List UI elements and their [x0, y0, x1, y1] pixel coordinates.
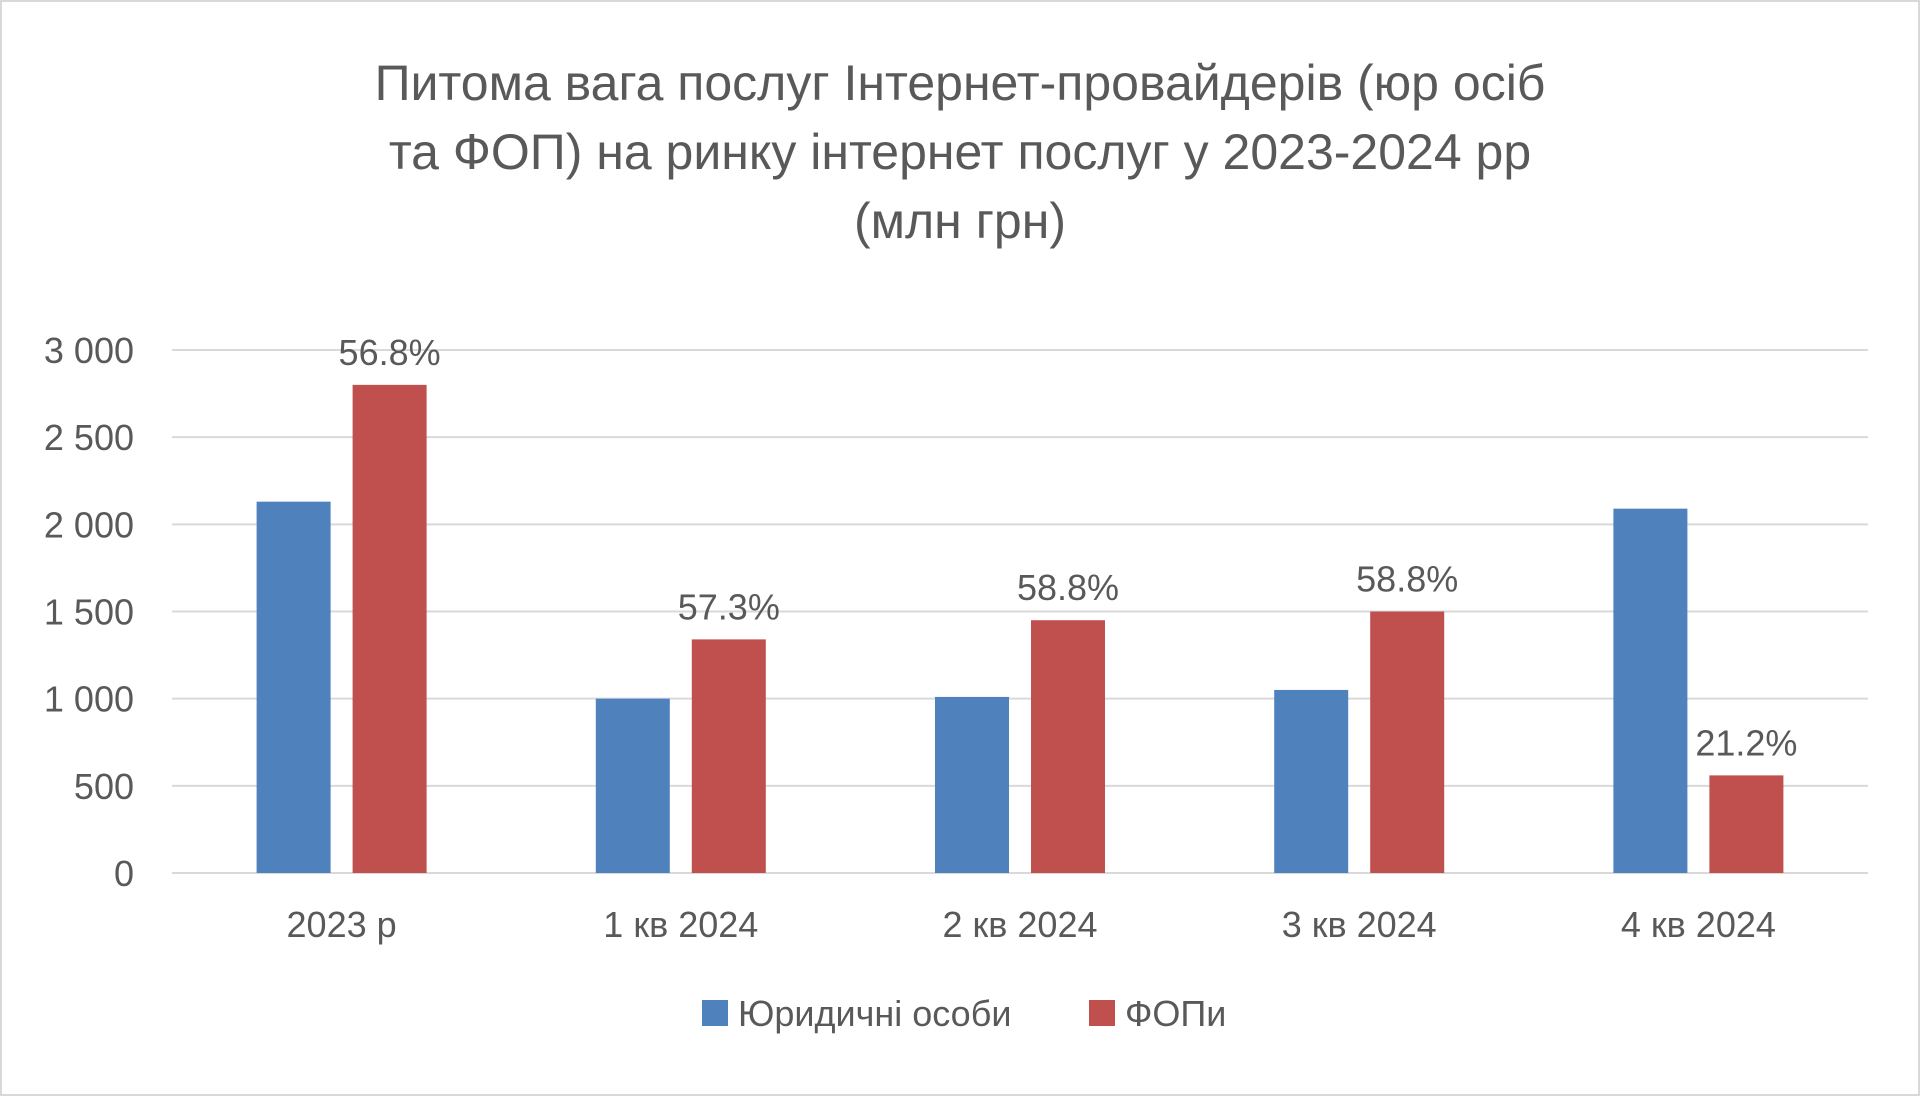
- bar-legal-entities: [1613, 508, 1688, 873]
- bar-fop: [1709, 775, 1784, 873]
- chart-title-line: Питома вага послуг Інтернет-провайдерів …: [375, 55, 1546, 111]
- x-tick-label: 4 кв 2024: [1621, 904, 1776, 945]
- bars: [256, 384, 1784, 873]
- data-label: 57.3%: [678, 586, 780, 627]
- bar-legal-entities: [256, 501, 331, 873]
- bar-fop: [691, 639, 766, 873]
- gridlines: [172, 349, 1868, 874]
- x-axis-ticks: 2023 р 1 кв 2024 2 кв 2024 3 кв 2024 4 кв 20…: [287, 904, 1776, 945]
- x-tick-label: 2023 р: [287, 904, 397, 945]
- y-tick-label: 0: [114, 853, 134, 894]
- bar-fop: [1031, 620, 1105, 873]
- x-tick-label: 2 кв 2024: [943, 904, 1098, 945]
- legend-label: ФОПи: [1125, 993, 1226, 1034]
- bar-fop: [352, 384, 427, 873]
- y-tick-label: 1 500: [44, 592, 134, 633]
- y-tick-label: 2 500: [44, 417, 134, 458]
- data-label: 58.8%: [1017, 567, 1119, 608]
- data-label: 21.2%: [1695, 722, 1797, 763]
- legend: Юридичні особи ФОПи: [702, 993, 1226, 1034]
- legend-swatch-fop: [1089, 1000, 1115, 1026]
- bar-fop: [1370, 611, 1445, 873]
- chart-title: Питома вага послуг Інтернет-провайдерів …: [375, 55, 1546, 249]
- y-tick-label: 3 000: [44, 330, 134, 371]
- bar-legal-entities: [935, 696, 1009, 873]
- y-tick-label: 500: [74, 766, 134, 807]
- data-label: 58.8%: [1356, 559, 1458, 600]
- data-labels: 56.8% 57.3% 58.8% 58.8% 21.2%: [339, 332, 1798, 764]
- legend-swatch-legal-entities: [702, 1000, 728, 1026]
- bar-legal-entities: [1274, 689, 1349, 873]
- chart-title-line: (млн грн): [854, 193, 1066, 249]
- chart-title-line: та ФОП) на ринку інтернет послуг у 2023-…: [389, 124, 1531, 180]
- data-label: 56.8%: [339, 332, 441, 373]
- y-tick-label: 1 000: [44, 679, 134, 720]
- legend-label: Юридичні особи: [738, 993, 1011, 1034]
- y-tick-label: 2 000: [44, 504, 134, 545]
- x-tick-label: 1 кв 2024: [603, 904, 758, 945]
- bar-legal-entities: [595, 698, 670, 873]
- y-axis-ticks: 0 500 1 000 1 500 2 000 2 500 3 000: [44, 330, 134, 894]
- x-tick-label: 3 кв 2024: [1282, 904, 1437, 945]
